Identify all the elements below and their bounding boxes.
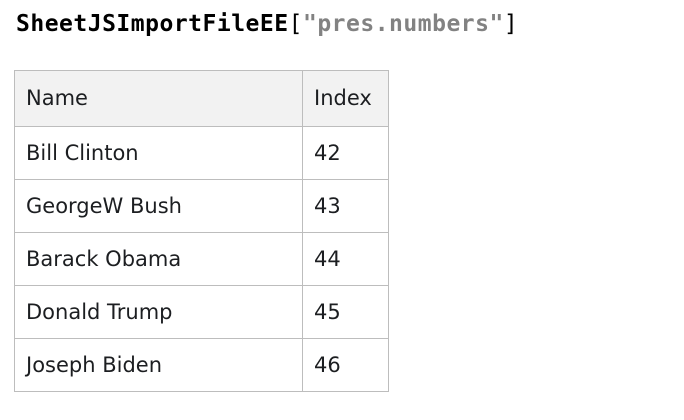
title-close-bracket: ] (503, 11, 519, 37)
cell-name: Donald Trump (14, 285, 303, 339)
title-open-bracket: [ (288, 11, 303, 37)
title-function-name: SheetJSImportFileEE (16, 11, 289, 37)
cell-name: Bill Clinton (14, 126, 303, 180)
page-title: SheetJSImportFileEE["pres.numbers"] (16, 9, 684, 39)
cell-index: 44 (302, 232, 389, 286)
cell-name: Joseph Biden (14, 338, 303, 392)
presidents-table: Name Index Bill Clinton 42 GeorgeW Bush … (14, 70, 389, 392)
cell-index: 46 (302, 338, 389, 392)
table-row: Bill Clinton 42 (14, 126, 389, 180)
cell-name: Barack Obama (14, 232, 303, 286)
table-row: GeorgeW Bush 43 (14, 179, 389, 233)
table-header-row: Name Index (14, 70, 389, 127)
cell-index: 42 (302, 126, 389, 180)
cell-index: 43 (302, 179, 389, 233)
cell-index: 45 (302, 285, 389, 339)
table-row: Joseph Biden 46 (14, 338, 389, 392)
cell-name: GeorgeW Bush (14, 179, 303, 233)
column-header-index: Index (302, 70, 389, 127)
docs-page: SheetJSImportFileEE["pres.numbers"] Name… (0, 9, 684, 420)
title-string-argument: "pres.numbers" (302, 11, 504, 37)
table-row: Donald Trump 45 (14, 285, 389, 339)
table-row: Barack Obama 44 (14, 232, 389, 286)
column-header-name: Name (14, 70, 303, 127)
